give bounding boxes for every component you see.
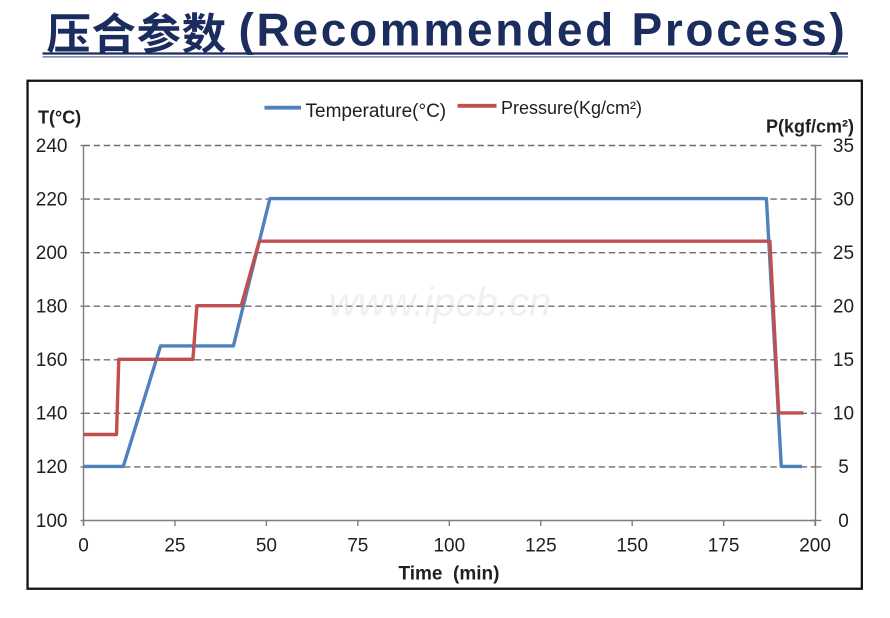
svg-text:180: 180: [36, 297, 68, 318]
svg-text:P(kgf/cm²): P(kgf/cm²): [766, 117, 854, 137]
svg-text:10: 10: [833, 404, 854, 425]
svg-text:220: 220: [36, 189, 68, 210]
svg-text:200: 200: [799, 536, 831, 557]
svg-text:Time (min): Time (min): [399, 564, 500, 585]
svg-text:25: 25: [833, 243, 854, 264]
svg-text:0: 0: [838, 511, 849, 532]
svg-text:Pressure(Kg/cm²): Pressure(Kg/cm²): [501, 98, 642, 118]
svg-text:120: 120: [36, 457, 68, 478]
svg-text:240: 240: [36, 136, 68, 157]
svg-text:160: 160: [36, 350, 68, 371]
svg-text:15: 15: [833, 350, 854, 371]
svg-text:T(°C): T(°C): [38, 108, 81, 128]
svg-text:25: 25: [164, 536, 185, 557]
svg-text:75: 75: [347, 536, 368, 557]
svg-text:(Recommended Process): (Recommended Process): [239, 4, 848, 56]
svg-text:200: 200: [36, 243, 68, 264]
svg-text:150: 150: [616, 536, 648, 557]
svg-text:140: 140: [36, 404, 68, 425]
svg-text:30: 30: [833, 189, 854, 210]
svg-text:www.ipcb.cn: www.ipcb.cn: [329, 280, 551, 324]
svg-text:125: 125: [525, 536, 557, 557]
svg-text:Temperature(°C): Temperature(°C): [306, 101, 447, 122]
svg-text:5: 5: [838, 457, 849, 478]
svg-text:35: 35: [833, 136, 854, 157]
svg-text:50: 50: [256, 536, 277, 557]
svg-text:175: 175: [708, 536, 740, 557]
svg-text:100: 100: [433, 536, 465, 557]
svg-text:20: 20: [833, 297, 854, 318]
svg-text:100: 100: [36, 511, 68, 532]
svg-text:0: 0: [78, 536, 89, 557]
